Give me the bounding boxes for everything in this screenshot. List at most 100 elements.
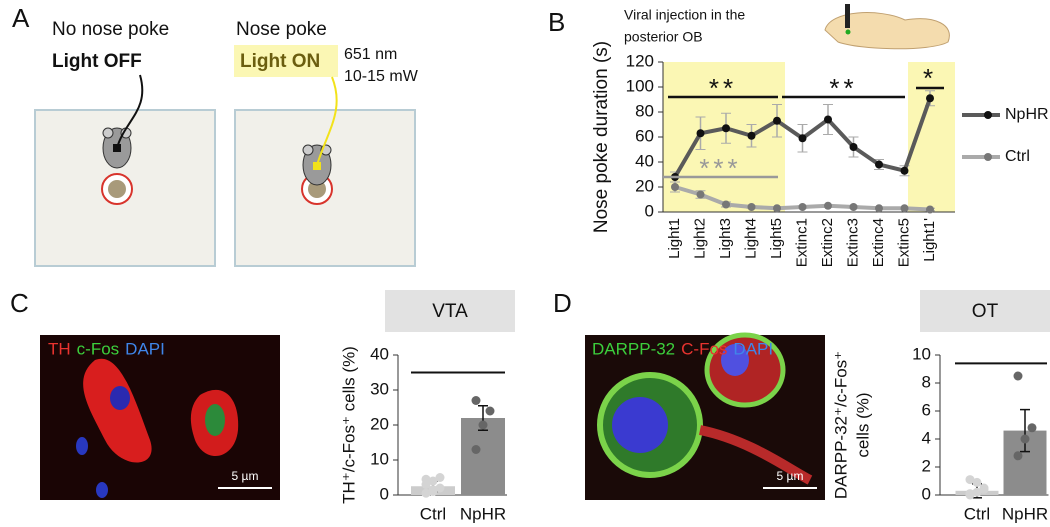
x-tick-label: Extinc5 <box>895 218 912 267</box>
data-point <box>485 406 495 416</box>
data-point <box>849 203 858 211</box>
data-point <box>696 190 705 199</box>
y-tick-label: 6 <box>922 400 931 419</box>
data-point <box>926 94 934 103</box>
x-tick-label: Light4 <box>742 218 759 259</box>
significance-label: ** <box>829 73 857 103</box>
data-point <box>478 420 488 430</box>
legend-marker <box>984 153 992 161</box>
y-tick-label: 30 <box>370 379 389 398</box>
data-point <box>471 445 481 454</box>
stain-label: DAPI <box>125 339 165 358</box>
data-point <box>773 116 781 125</box>
data-point <box>671 183 679 191</box>
panel-label: D <box>553 288 572 318</box>
data-point <box>435 483 445 493</box>
data-point <box>421 474 431 484</box>
y-tick-label: 0 <box>922 484 931 503</box>
y-tick-label: 80 <box>635 101 654 120</box>
data-point <box>875 160 883 169</box>
y-tick-label: 40 <box>370 344 389 363</box>
schematic-text: 651 nm <box>344 46 397 63</box>
y-tick-label: 40 <box>635 151 654 170</box>
stain-label: DAPI <box>733 339 773 358</box>
y-tick-label: 120 <box>626 51 654 70</box>
x-tick-label: Light1 <box>666 218 683 259</box>
schematic-text: 10-15 mW <box>344 68 419 85</box>
y-tick-label: 10 <box>370 449 389 468</box>
data-point <box>421 488 431 498</box>
data-point <box>1013 451 1023 461</box>
x-tick-label: Light3 <box>717 218 734 259</box>
y-tick-label: 100 <box>626 76 654 95</box>
y-axis-label: Nose poke duration (s) <box>591 41 612 233</box>
chart-title: OT <box>972 301 999 322</box>
highlight-band <box>663 62 785 212</box>
title-box <box>920 290 1050 332</box>
legend-marker <box>984 111 992 119</box>
x-tick-label: Extinc2 <box>819 218 836 267</box>
y-tick-label: 20 <box>635 176 654 195</box>
micrograph <box>40 335 280 500</box>
brain-icon <box>824 4 950 50</box>
data-point <box>1027 423 1037 433</box>
annotation: posterior OB <box>624 29 703 45</box>
data-point <box>824 115 832 124</box>
y-tick-label: 4 <box>922 428 931 447</box>
scale-bar-label: 5 µm <box>232 469 259 483</box>
data-point <box>747 131 756 140</box>
y-tick-label: 60 <box>635 126 654 145</box>
scale-bar-label: 5 µm <box>777 469 804 483</box>
data-point <box>747 203 756 211</box>
y-tick-label: 0 <box>380 484 389 503</box>
y-axis-label: DARPP-32⁺/c-Fos⁺ <box>831 351 850 499</box>
x-tick-label: Light5 <box>768 218 785 259</box>
data-point <box>773 204 781 213</box>
data-point <box>696 129 705 138</box>
data-point <box>471 396 481 405</box>
data-point <box>875 204 883 213</box>
data-point <box>722 124 730 133</box>
stain-label: TH <box>48 339 71 358</box>
light-box <box>234 45 338 77</box>
micrograph <box>585 332 825 500</box>
x-tick-label: Extinc4 <box>870 218 887 267</box>
data-point <box>979 484 989 494</box>
data-point <box>972 477 982 487</box>
legend-label: NpHR <box>1005 106 1049 123</box>
title-box <box>385 290 515 332</box>
data-point <box>1020 434 1030 444</box>
schematic-text: Nose poke <box>236 19 327 40</box>
data-point <box>1013 371 1023 381</box>
y-axis-label: cells (%) <box>853 392 872 457</box>
data-point <box>965 475 975 485</box>
stain-label: DARPP-32 <box>592 339 675 358</box>
x-tick-label: Light2 <box>691 218 708 259</box>
data-point <box>849 143 858 151</box>
annotation: Viral injection in the <box>624 7 745 23</box>
x-tick-label: Extinc3 <box>844 218 861 267</box>
significance-label: * <box>923 63 937 93</box>
stain-label: C-Fos <box>681 339 727 358</box>
stain-label: c-Fos <box>77 339 120 358</box>
y-axis-label: TH⁺/c-Fos⁺ cells (%) <box>339 346 358 504</box>
arena <box>34 74 416 267</box>
x-tick-label: NpHR <box>1002 504 1048 523</box>
data-point <box>428 476 438 486</box>
data-point <box>798 203 807 211</box>
data-point <box>824 201 832 210</box>
data-point <box>965 489 975 499</box>
data-point <box>798 134 807 143</box>
significance-label: *** <box>699 153 741 183</box>
legend-label: Ctrl <box>1005 148 1030 165</box>
schematic-text: Light OFF <box>52 51 142 72</box>
significance-label: ** <box>709 73 737 103</box>
x-tick-label: Light1' <box>921 218 938 262</box>
chart-title: VTA <box>432 301 468 322</box>
y-tick-label: 20 <box>370 414 389 433</box>
data-point <box>435 473 445 482</box>
x-tick-label: Ctrl <box>420 504 446 523</box>
y-tick-label: 10 <box>912 344 931 363</box>
